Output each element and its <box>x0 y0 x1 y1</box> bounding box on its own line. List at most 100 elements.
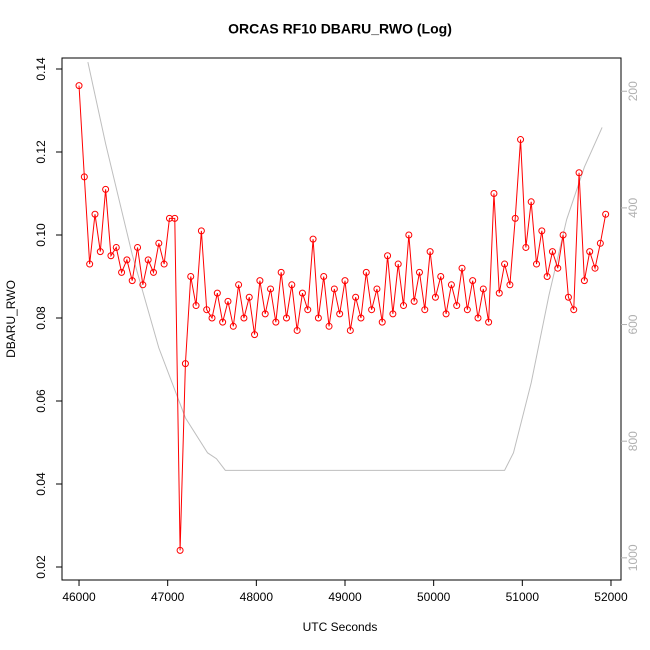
data-point <box>314 314 322 322</box>
data-point <box>240 314 248 322</box>
data-point <box>394 260 402 268</box>
plot-area <box>75 61 610 554</box>
data-point <box>229 322 237 330</box>
y2-tick-label: 1000 <box>626 544 640 571</box>
data-point <box>602 210 610 218</box>
y-tick-label: 0.14 <box>34 57 48 81</box>
data-point <box>112 243 120 251</box>
data-point <box>160 260 168 268</box>
data-point <box>80 173 88 181</box>
data-point <box>485 318 493 326</box>
data-point <box>341 277 349 285</box>
data-point <box>91 210 99 218</box>
series-line <box>87 61 603 471</box>
data-point <box>149 268 157 276</box>
x-tick-label: 49000 <box>328 590 362 604</box>
chart-title: ORCAS RF10 DBARU_RWO (Log) <box>228 21 452 37</box>
y-tick-label: 0.04 <box>34 472 48 496</box>
data-point <box>171 214 179 222</box>
data-point <box>495 289 503 297</box>
x-tick-label: 50000 <box>417 590 451 604</box>
data-point <box>197 227 205 235</box>
data-point <box>235 281 243 289</box>
data-point <box>75 82 83 90</box>
data-point <box>304 306 312 314</box>
data-point <box>442 310 450 318</box>
data-point <box>453 302 461 310</box>
y-tick-label: 0.06 <box>34 389 48 413</box>
data-point <box>511 214 519 222</box>
data-point <box>293 326 301 334</box>
data-point <box>139 281 147 289</box>
data-point <box>517 136 525 144</box>
data-point <box>479 285 487 293</box>
y-tick-label: 0.02 <box>34 555 48 579</box>
data-point <box>298 289 306 297</box>
data-point <box>400 302 408 310</box>
data-point <box>373 285 381 293</box>
data-point <box>288 281 296 289</box>
data-point <box>357 314 365 322</box>
data-point <box>591 264 599 272</box>
data-point <box>575 169 583 177</box>
y2-tick-label: 600 <box>626 314 640 334</box>
data-point <box>362 268 370 276</box>
data-point <box>431 293 439 301</box>
data-point <box>463 306 471 314</box>
data-point <box>123 256 131 264</box>
data-point <box>277 268 285 276</box>
data-point <box>192 302 200 310</box>
data-point <box>203 306 211 314</box>
data-point <box>527 198 535 206</box>
data-point <box>309 235 317 243</box>
data-point <box>187 273 195 281</box>
data-point <box>538 227 546 235</box>
x-tick-label: 47000 <box>151 590 185 604</box>
series-line <box>78 85 607 551</box>
x-tick-label: 52000 <box>594 590 628 604</box>
x-tick-label: 46000 <box>62 590 96 604</box>
data-point <box>474 314 482 322</box>
data-point <box>224 297 232 305</box>
data-point <box>554 264 562 272</box>
data-point <box>336 310 344 318</box>
data-point <box>261 310 269 318</box>
y2-tick-label: 200 <box>626 81 640 101</box>
data-point <box>368 306 376 314</box>
data-point <box>384 252 392 260</box>
data-point <box>490 190 498 198</box>
data-point <box>426 248 434 256</box>
data-point <box>219 318 227 326</box>
data-point <box>410 297 418 305</box>
data-point <box>282 314 290 322</box>
data-point <box>325 322 333 330</box>
data-point <box>405 231 413 239</box>
data-point <box>346 326 354 334</box>
data-point <box>415 268 423 276</box>
data-point <box>596 239 604 247</box>
data-point <box>320 273 328 281</box>
data-point <box>118 268 126 276</box>
data-point <box>522 243 530 251</box>
data-point <box>570 306 578 314</box>
y-axis-label: DBARU_RWO <box>4 280 18 358</box>
plot-frame <box>61 57 622 581</box>
data-point <box>256 277 264 285</box>
data-point <box>447 281 455 289</box>
data-point <box>458 264 466 272</box>
data-point <box>213 289 221 297</box>
data-point <box>272 318 280 326</box>
data-point <box>533 260 541 268</box>
data-point <box>564 293 572 301</box>
y2-tick-label: 800 <box>626 431 640 451</box>
data-point <box>102 185 110 193</box>
data-point <box>86 260 94 268</box>
data-point <box>176 546 184 554</box>
data-point <box>352 293 360 301</box>
data-point <box>586 248 594 256</box>
data-point <box>378 318 386 326</box>
x-tick-label: 48000 <box>240 590 274 604</box>
data-point <box>251 331 259 339</box>
y2-tick-label: 400 <box>626 198 640 218</box>
